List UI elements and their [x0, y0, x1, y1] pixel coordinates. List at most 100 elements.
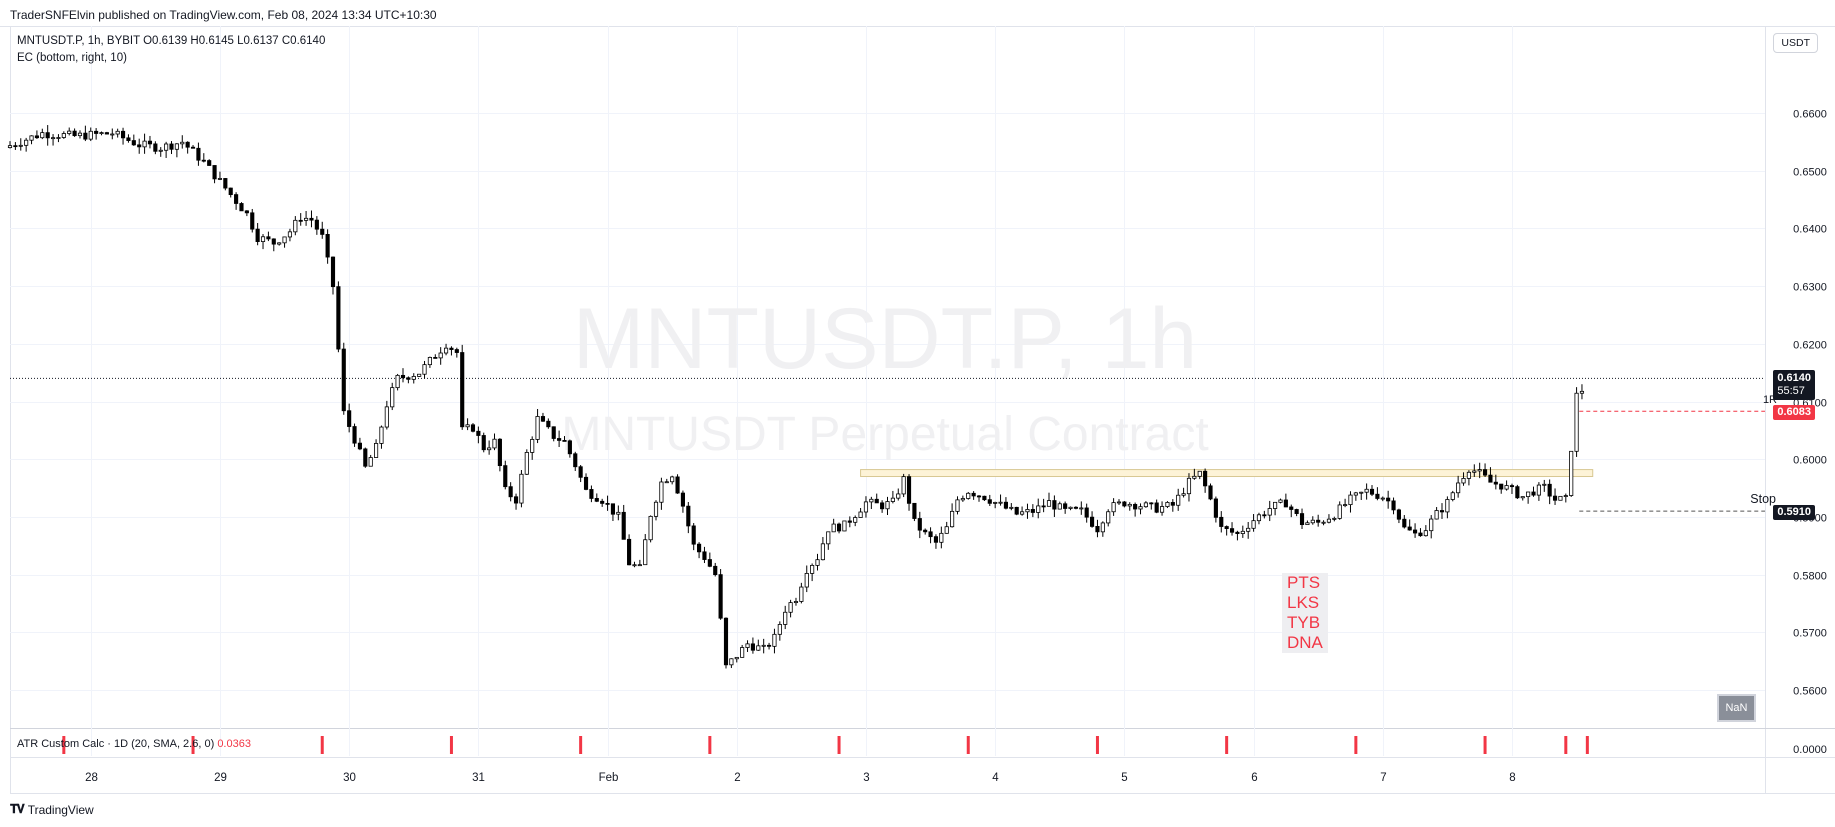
candle-up — [1100, 522, 1105, 533]
candle-down — [1552, 495, 1558, 501]
candle-up — [379, 426, 384, 444]
stop-label: Stop — [1750, 492, 1776, 506]
candle-up — [443, 347, 449, 354]
candle-down — [1052, 500, 1057, 510]
candle-down — [723, 617, 729, 666]
candle-down — [341, 348, 346, 412]
candle-down — [933, 536, 939, 543]
candle-up — [77, 132, 83, 137]
candle-up — [56, 137, 61, 139]
candle-up — [788, 602, 793, 613]
candle-down — [1369, 488, 1375, 495]
candle-up — [777, 624, 782, 635]
candle-down — [454, 349, 459, 353]
candle-down — [750, 643, 755, 651]
atr-marker — [449, 736, 453, 754]
time-tick-label: 6 — [1251, 772, 1257, 784]
time-axis[interactable]: 28 29 30 31 Feb 2 3 4 5 6 7 8 — [85, 772, 1516, 784]
candle-up — [277, 242, 282, 245]
currency-button[interactable]: USDT — [1773, 33, 1818, 53]
candle-up — [67, 130, 72, 134]
time-tick-label: Feb — [599, 772, 619, 784]
price-tick-label: 0.6300 — [1793, 282, 1827, 294]
candle-down — [207, 160, 212, 166]
candle-down — [190, 146, 196, 149]
candle-up — [1520, 496, 1525, 499]
candle-up — [810, 564, 815, 574]
candle-up — [1143, 502, 1148, 508]
candle-down — [104, 132, 109, 135]
candle-down — [691, 525, 696, 545]
candle-up — [1159, 506, 1165, 513]
candle-up — [390, 387, 395, 408]
price-axis[interactable]: 0.66000.65000.64000.63000.62000.61000.60… — [1793, 109, 1827, 698]
candle-up — [422, 364, 427, 375]
candle-down — [309, 217, 314, 221]
candle-up — [1273, 501, 1278, 509]
candle-down — [551, 426, 556, 439]
atr-legend[interactable]: ATR Custom Calc · 1D (20, SMA, 2.6, 0) 0… — [17, 738, 251, 750]
atr-marker — [62, 736, 66, 754]
candle-up — [1181, 493, 1186, 496]
candle-up — [260, 236, 266, 242]
candle-up — [772, 633, 777, 647]
atr-legend-text: ATR Custom Calc · 1D (20, SMA, 2.6, 0) — [17, 738, 215, 750]
atr-marker — [837, 736, 841, 754]
tradingview-brand[interactable]: 𝐓𝐕 TradingView — [10, 802, 94, 817]
candle-up — [1326, 518, 1332, 523]
candle-up — [1138, 506, 1143, 510]
candle-up — [950, 510, 955, 528]
candle-down — [169, 143, 174, 150]
candle-up — [1526, 491, 1531, 498]
candle-down — [481, 435, 486, 451]
candle-up — [632, 564, 637, 567]
text-annotation[interactable]: PTS LKS TYB DNA — [1282, 573, 1328, 653]
candle-down — [627, 538, 632, 566]
candle-down — [874, 498, 879, 504]
time-tick-label: 29 — [214, 772, 227, 784]
candle-up — [1343, 504, 1348, 507]
annotation-line: PTS — [1287, 573, 1321, 592]
candle-down — [1375, 493, 1380, 499]
symbol-watermark: MNTUSDT.P, 1h MNTUSDT Perpetual Contract — [561, 291, 1208, 461]
candle-up — [1256, 514, 1262, 522]
candle-up — [1332, 517, 1337, 520]
candle-down — [1262, 514, 1267, 517]
candle-down — [137, 144, 142, 148]
price-tick-label: 0.5700 — [1793, 628, 1827, 640]
atr-marker — [708, 736, 712, 754]
candle-up — [804, 573, 809, 588]
candle-down — [1208, 485, 1213, 500]
candle-up — [180, 141, 185, 145]
candle-up — [217, 178, 223, 180]
candle-up — [1353, 492, 1358, 496]
atr-marker — [966, 736, 970, 754]
candle-down — [147, 140, 153, 145]
time-tick-label: 2 — [734, 772, 740, 784]
candle-up — [826, 531, 831, 545]
candle-up — [1020, 511, 1025, 515]
candle-up — [664, 481, 669, 484]
candle-up — [1542, 483, 1547, 486]
price-tick-label: 0.6400 — [1793, 224, 1827, 236]
candle-down — [605, 502, 610, 505]
indicator-legend[interactable]: EC (bottom, right, 10) — [17, 52, 127, 64]
candle-down — [508, 486, 513, 498]
candle-down — [1299, 513, 1305, 526]
candle-up — [1434, 510, 1439, 520]
candle-up — [7, 145, 13, 149]
candle-down — [686, 505, 691, 527]
candle-down — [449, 347, 454, 350]
candle-down — [1122, 501, 1127, 507]
price-levels — [10, 377, 1765, 512]
candle-up — [756, 645, 761, 651]
candle-up — [1563, 495, 1568, 497]
candle-down — [239, 203, 244, 212]
symbol-legend[interactable]: MNTUSDT.P, 1h, BYBIT O0.6139 H0.6145 L0.… — [17, 35, 326, 47]
candle-up — [1380, 497, 1385, 500]
r1-price-tag: 0.6083 — [1773, 405, 1815, 420]
candle-down — [610, 503, 616, 515]
price-tick-label: 0.6200 — [1793, 340, 1827, 352]
candle-down — [567, 440, 572, 455]
